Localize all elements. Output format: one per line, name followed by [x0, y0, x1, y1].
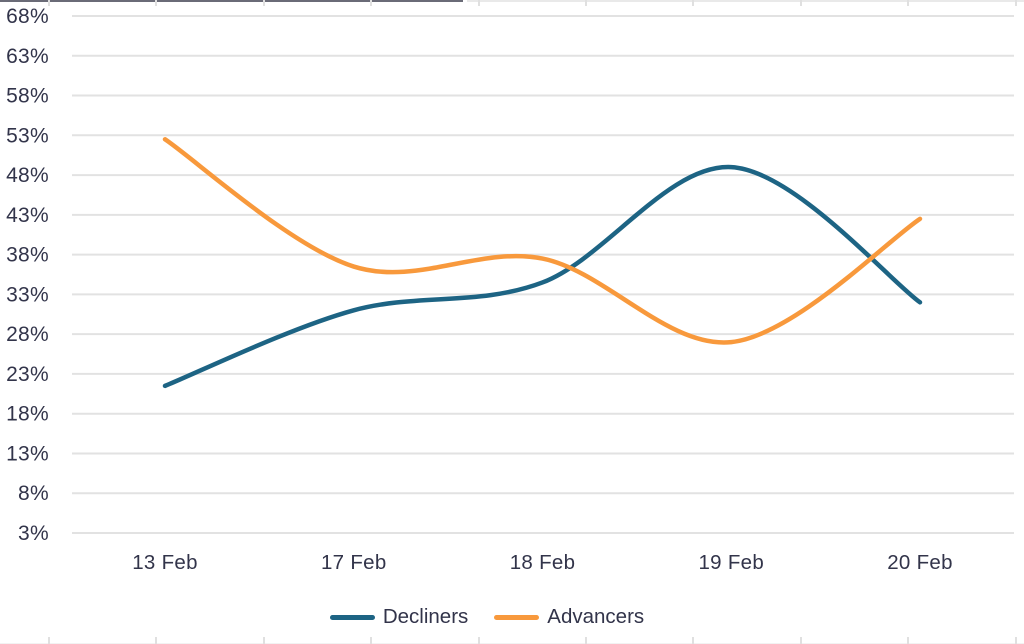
edge-tick — [48, 0, 50, 6]
y-axis-label: 68% — [6, 5, 49, 28]
line-chart: 68% 63% 58% 53% 48% 43% 38% 33% 28% 23% 18% 13% 8% 3%… — [6, 5, 1014, 574]
edge-tick — [692, 637, 695, 644]
y-axis-label: 3% — [18, 522, 49, 545]
edge-tick — [370, 0, 373, 6]
y-axis-label: 53% — [6, 124, 49, 147]
y-axis-label: 23% — [6, 363, 49, 386]
edge-tick — [155, 637, 158, 644]
y-axis-label: 8% — [18, 482, 49, 505]
advancers-line — [162, 137, 923, 345]
y-axis-label: 58% — [6, 85, 49, 108]
y-axis-label: 43% — [6, 204, 49, 227]
legend-label-advancers: Advancers — [547, 605, 645, 628]
decliners-line — [162, 164, 923, 389]
legend-item-advancers[interactable]: Advancers — [494, 605, 644, 629]
x-axis-label: 13 Feb — [132, 551, 198, 574]
edge-tick — [262, 637, 265, 644]
y-axis-label: 33% — [6, 283, 49, 306]
edge-tick — [262, 0, 265, 6]
y-axis-label: 63% — [6, 45, 49, 68]
edge-tick — [692, 0, 695, 6]
x-axis-label: 19 Feb — [698, 551, 764, 574]
y-axis-label: 28% — [6, 323, 49, 346]
top-border-right — [467, 0, 1024, 2]
x-axis-label: 18 Feb — [510, 551, 576, 574]
y-axis-label: 18% — [6, 403, 49, 426]
edge-tick — [799, 637, 802, 644]
edge-tick — [585, 0, 587, 6]
edge-tick — [585, 637, 587, 644]
x-axis-label: 17 Feb — [321, 551, 387, 574]
edge-tick — [907, 0, 910, 6]
edge-tick — [799, 0, 802, 6]
top-border-left — [0, 0, 463, 2]
decliners-line-swatch — [329, 614, 375, 620]
edge-tick — [907, 637, 910, 644]
y-axis-label: 48% — [6, 164, 49, 187]
edge-tick — [1014, 0, 1017, 6]
edge-tick — [48, 637, 50, 644]
edge-tick — [1014, 637, 1017, 644]
advancers-line-swatch — [494, 614, 540, 620]
chart-legend: Decliners Advancers — [0, 602, 999, 632]
edge-tick — [155, 0, 158, 6]
y-axis-label: 13% — [6, 442, 49, 465]
edge-tick — [370, 637, 373, 644]
edge-tick — [477, 0, 480, 6]
legend-item-decliners[interactable]: Decliners — [329, 605, 469, 629]
legend-label-decliners: Decliners — [382, 605, 469, 628]
x-axis-label: 20 Feb — [887, 551, 953, 574]
edge-tick — [477, 637, 480, 644]
y-axis-label: 38% — [6, 244, 49, 267]
